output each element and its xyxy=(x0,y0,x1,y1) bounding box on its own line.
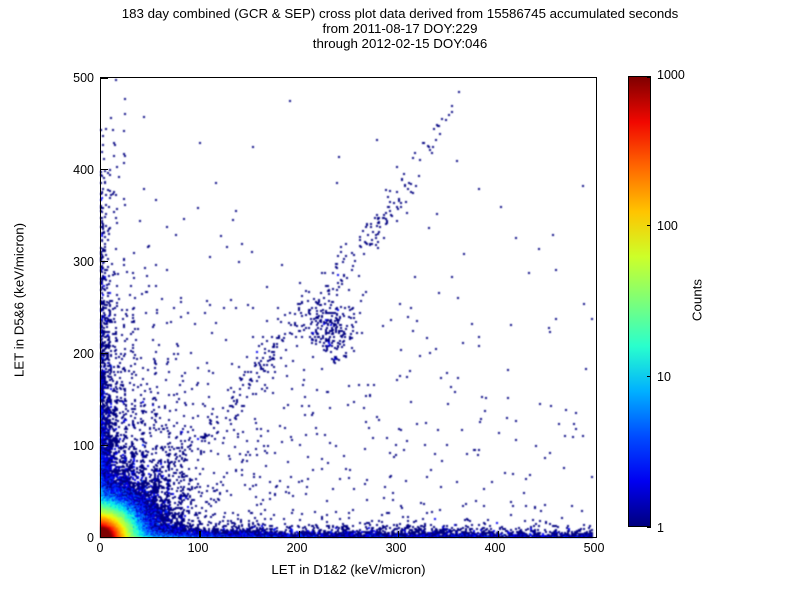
svg-text:LET in D5&6 (keV/micron): LET in D5&6 (keV/micron) xyxy=(12,223,27,377)
svg-text:Counts: Counts xyxy=(690,279,705,321)
